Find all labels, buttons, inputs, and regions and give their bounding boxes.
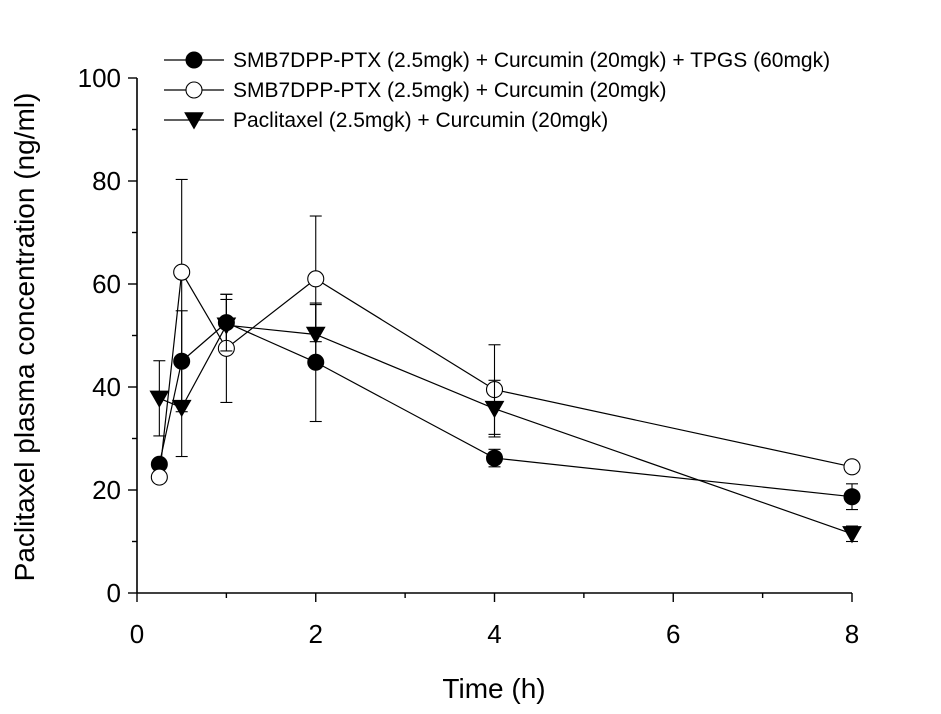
axes: 0 20 40 60 80 100 0 2 4 6 8 xyxy=(78,63,860,649)
marker-triangle-down xyxy=(216,317,237,335)
y-axis-title: Paclitaxel plasma concentration (ng/ml) xyxy=(9,93,40,582)
legend-entry-3: Paclitaxel (2.5mgk) + Curcumin (20mgk) xyxy=(164,109,608,132)
series-line xyxy=(158,270,853,478)
legend-label: Paclitaxel (2.5mgk) + Curcumin (20mgk) xyxy=(233,109,608,132)
series-line xyxy=(159,324,853,535)
x-tick-label: 2 xyxy=(309,619,323,649)
marker-open-circle xyxy=(307,270,325,288)
legend-label: SMB7DPP-PTX (2.5mgk) + Curcumin (20mgk) … xyxy=(233,49,830,72)
marker-open-circle xyxy=(185,81,203,99)
marker-filled-circle xyxy=(843,488,861,506)
marker-filled-circle xyxy=(185,51,203,69)
y-tick-label: 80 xyxy=(92,166,121,196)
y-tick-label: 20 xyxy=(92,475,121,505)
y-tick-label: 0 xyxy=(107,578,121,608)
marker-triangle-down xyxy=(171,399,192,418)
x-axis-title: Time (h) xyxy=(442,673,545,704)
series-1 xyxy=(150,293,861,511)
marker-open-circle xyxy=(150,468,168,486)
marker-triangle-down xyxy=(149,390,170,408)
y-tick-label: 60 xyxy=(92,269,121,299)
series-line xyxy=(158,321,853,498)
legend-label: SMB7DPP-PTX (2.5mgk) + Curcumin (20mgk) xyxy=(233,79,667,102)
series-layer xyxy=(149,178,862,544)
legend-entry-2: SMB7DPP-PTX (2.5mgk) + Curcumin (20mgk) xyxy=(164,79,667,102)
x-tick-label: 0 xyxy=(130,619,144,649)
legend-entry-1: SMB7DPP-PTX (2.5mgk) + Curcumin (20mgk) … xyxy=(164,49,830,72)
marker-triangle-down xyxy=(305,326,326,345)
series-3 xyxy=(149,298,862,544)
series-2 xyxy=(150,178,861,486)
x-tick-label: 8 xyxy=(845,619,859,649)
y-tick-label: 100 xyxy=(78,63,121,93)
marker-filled-circle xyxy=(486,449,503,467)
marker-open-circle xyxy=(173,263,191,281)
marker-open-circle xyxy=(843,458,861,476)
y-tick-label: 40 xyxy=(92,372,121,402)
legend: SMB7DPP-PTX (2.5mgk) + Curcumin (20mgk) … xyxy=(164,49,830,132)
x-tick-label: 4 xyxy=(487,619,501,649)
marker-triangle-down xyxy=(484,400,505,419)
marker-triangle-down xyxy=(842,526,862,544)
marker-triangle-down xyxy=(184,112,204,130)
x-tick-label: 6 xyxy=(666,619,680,649)
